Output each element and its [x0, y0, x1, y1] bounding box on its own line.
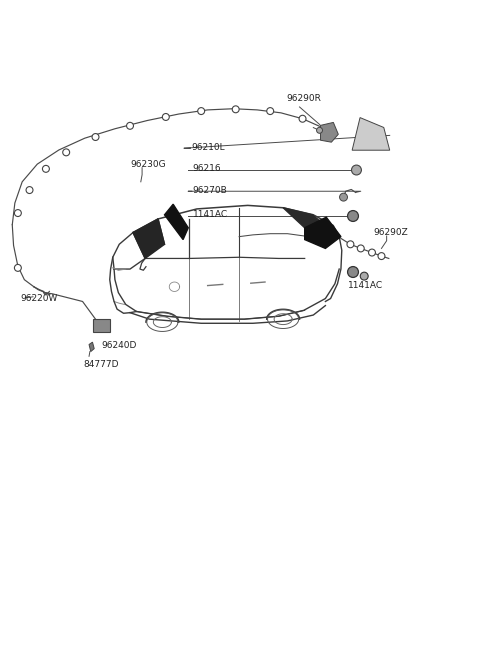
Polygon shape	[165, 204, 188, 239]
Polygon shape	[321, 123, 338, 142]
Circle shape	[162, 113, 169, 121]
Circle shape	[63, 149, 70, 156]
Circle shape	[232, 106, 239, 113]
Circle shape	[14, 264, 21, 272]
FancyBboxPatch shape	[93, 319, 110, 332]
Polygon shape	[89, 342, 94, 352]
Text: 96216: 96216	[192, 165, 221, 173]
Circle shape	[316, 127, 323, 133]
Circle shape	[348, 211, 359, 222]
Polygon shape	[283, 208, 332, 235]
Text: 96240D: 96240D	[101, 341, 136, 350]
Circle shape	[347, 241, 354, 248]
Polygon shape	[133, 219, 165, 258]
Text: 1141AC: 1141AC	[348, 281, 383, 290]
Circle shape	[14, 210, 21, 216]
Text: 96290Z: 96290Z	[374, 228, 408, 237]
Circle shape	[26, 186, 33, 194]
Circle shape	[92, 134, 99, 140]
Circle shape	[378, 253, 385, 260]
Text: 96220W: 96220W	[20, 294, 58, 303]
Circle shape	[339, 193, 348, 201]
Circle shape	[360, 272, 368, 280]
Circle shape	[351, 165, 361, 175]
Text: 96230G: 96230G	[131, 159, 166, 169]
Circle shape	[42, 165, 49, 173]
Text: 1141AC: 1141AC	[192, 211, 228, 219]
Circle shape	[198, 108, 204, 115]
Text: 96290R: 96290R	[287, 94, 322, 103]
Text: 84777D: 84777D	[83, 360, 119, 369]
Circle shape	[357, 245, 364, 252]
Text: 96270B: 96270B	[192, 186, 228, 195]
Circle shape	[299, 115, 306, 122]
Polygon shape	[352, 117, 390, 150]
Circle shape	[267, 108, 274, 115]
Circle shape	[369, 249, 375, 256]
Text: 96210L: 96210L	[192, 142, 225, 152]
Circle shape	[127, 123, 133, 129]
Polygon shape	[305, 217, 341, 249]
Circle shape	[348, 266, 359, 277]
